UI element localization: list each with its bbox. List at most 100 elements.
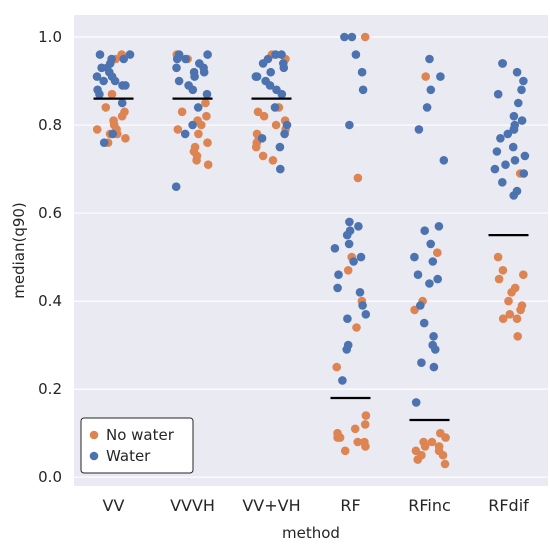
water-point [280,129,289,139]
no-water-point [353,173,363,183]
y-tick-label: 0.4 [38,292,62,310]
no-water-point [420,442,430,451]
no-water-point [413,455,423,464]
water-point [493,89,503,99]
water-point [203,50,212,59]
no-water-point [271,120,281,130]
no-water-point [493,252,503,262]
no-water-point [332,362,342,372]
water-point [355,288,365,297]
water-point [510,156,520,165]
no-water-point [268,156,278,165]
water-point [436,72,445,81]
no-water-point [340,446,350,456]
water-point [271,50,280,59]
water-point [258,59,268,68]
water-point [277,89,287,99]
water-point [193,103,203,112]
water-point [361,310,371,319]
plot-background [74,15,548,486]
water-point [498,59,507,68]
no-water-point [259,111,269,121]
water-point [509,111,519,121]
water-point [188,120,197,130]
no-water-point [92,125,102,134]
legend-box [80,417,194,474]
no-water-point [201,98,210,108]
water-point [99,76,108,86]
water-point [118,81,127,90]
water-point [333,283,342,293]
water-point [334,270,343,280]
no-water-point [353,437,363,447]
water-point [110,76,120,86]
water-point [344,239,354,249]
y-tick-labels: 0.0 0.2 0.4 0.6 0.8 1.0 [38,28,62,486]
no-water-point [513,332,522,341]
water-point [180,129,190,139]
legend-label-water: Water [106,447,151,465]
no-water-point [194,129,203,139]
y-tick-label: 0.0 [38,468,62,486]
water-point [171,182,181,191]
water-point [492,147,502,156]
water-point [422,103,432,112]
water-point [342,345,352,354]
water-point [174,76,184,86]
water-point [439,156,449,165]
water-point [99,138,109,147]
water-point [117,98,127,108]
water-point [496,134,505,143]
legend-marker-water [89,451,99,461]
water-point [277,50,286,59]
no-water-point [516,305,525,315]
water-point [190,72,199,81]
water-point [343,314,352,324]
water-point [490,164,500,174]
x-tick-label-vv-vh: VV+VH [242,496,300,515]
no-water-point [121,134,130,143]
water-point [202,89,212,99]
water-point [426,239,436,249]
water-point [354,222,363,231]
water-point [356,252,366,262]
water-point [508,142,518,152]
water-point [431,345,440,354]
water-point [512,67,522,77]
water-point [351,50,361,59]
water-point [92,72,102,81]
legend[interactable]: No water Water [80,417,194,474]
no-water-point [361,411,371,420]
no-water-point [333,433,342,442]
no-water-point [360,420,370,429]
water-point [425,279,434,288]
no-water-point [441,433,450,442]
no-water-point [101,103,111,112]
water-point [433,274,443,284]
water-point [265,81,275,90]
water-point [517,85,526,95]
no-water-point [498,266,508,275]
water-point [97,63,106,73]
water-point [119,54,128,64]
water-point [429,362,439,372]
y-tick-label: 0.8 [38,116,62,134]
water-point [275,142,285,152]
no-water-point [258,151,268,161]
water-point [357,67,367,77]
water-point [416,301,425,310]
no-water-point [498,314,508,324]
x-axis-title: method [282,524,340,542]
water-point [358,85,368,95]
water-point [338,376,347,385]
no-water-point [361,442,370,451]
water-point [420,226,430,235]
no-water-point [203,138,212,147]
no-water-point [421,72,431,81]
water-point [417,358,426,368]
water-point [251,72,261,81]
water-point [501,160,510,169]
no-water-point [350,424,360,434]
y-tick-label: 0.6 [38,204,62,222]
